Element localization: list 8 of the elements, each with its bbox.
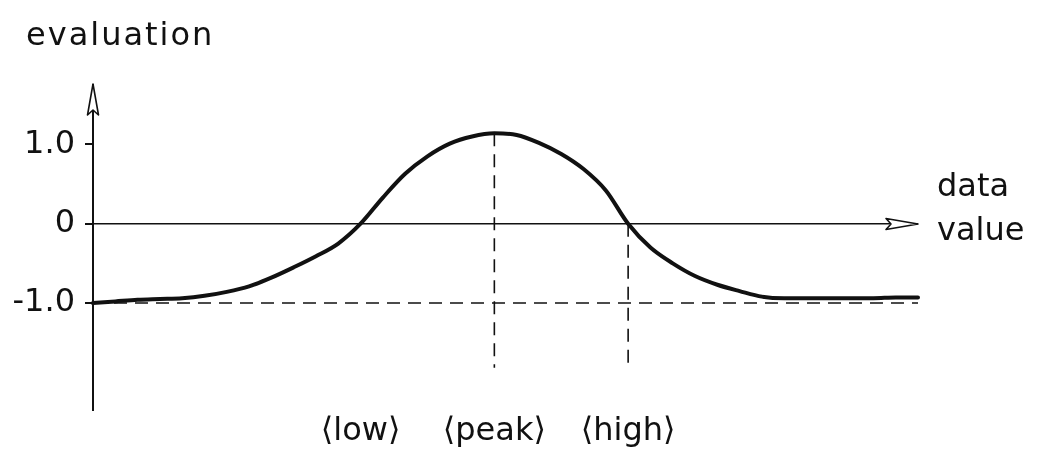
x-tick-label: ⟨peak⟩: [442, 409, 546, 448]
y-tick-label: 1.0: [24, 122, 75, 161]
x-tick-label: ⟨low⟩: [320, 409, 401, 448]
x-axis-title: data value: [937, 165, 1026, 250]
y-tick-label: 0: [54, 202, 75, 241]
y-axis-title: evaluation: [26, 15, 215, 53]
y-tick-label: -1.0: [12, 281, 75, 320]
x-tick-label: ⟨high⟩: [580, 409, 676, 448]
